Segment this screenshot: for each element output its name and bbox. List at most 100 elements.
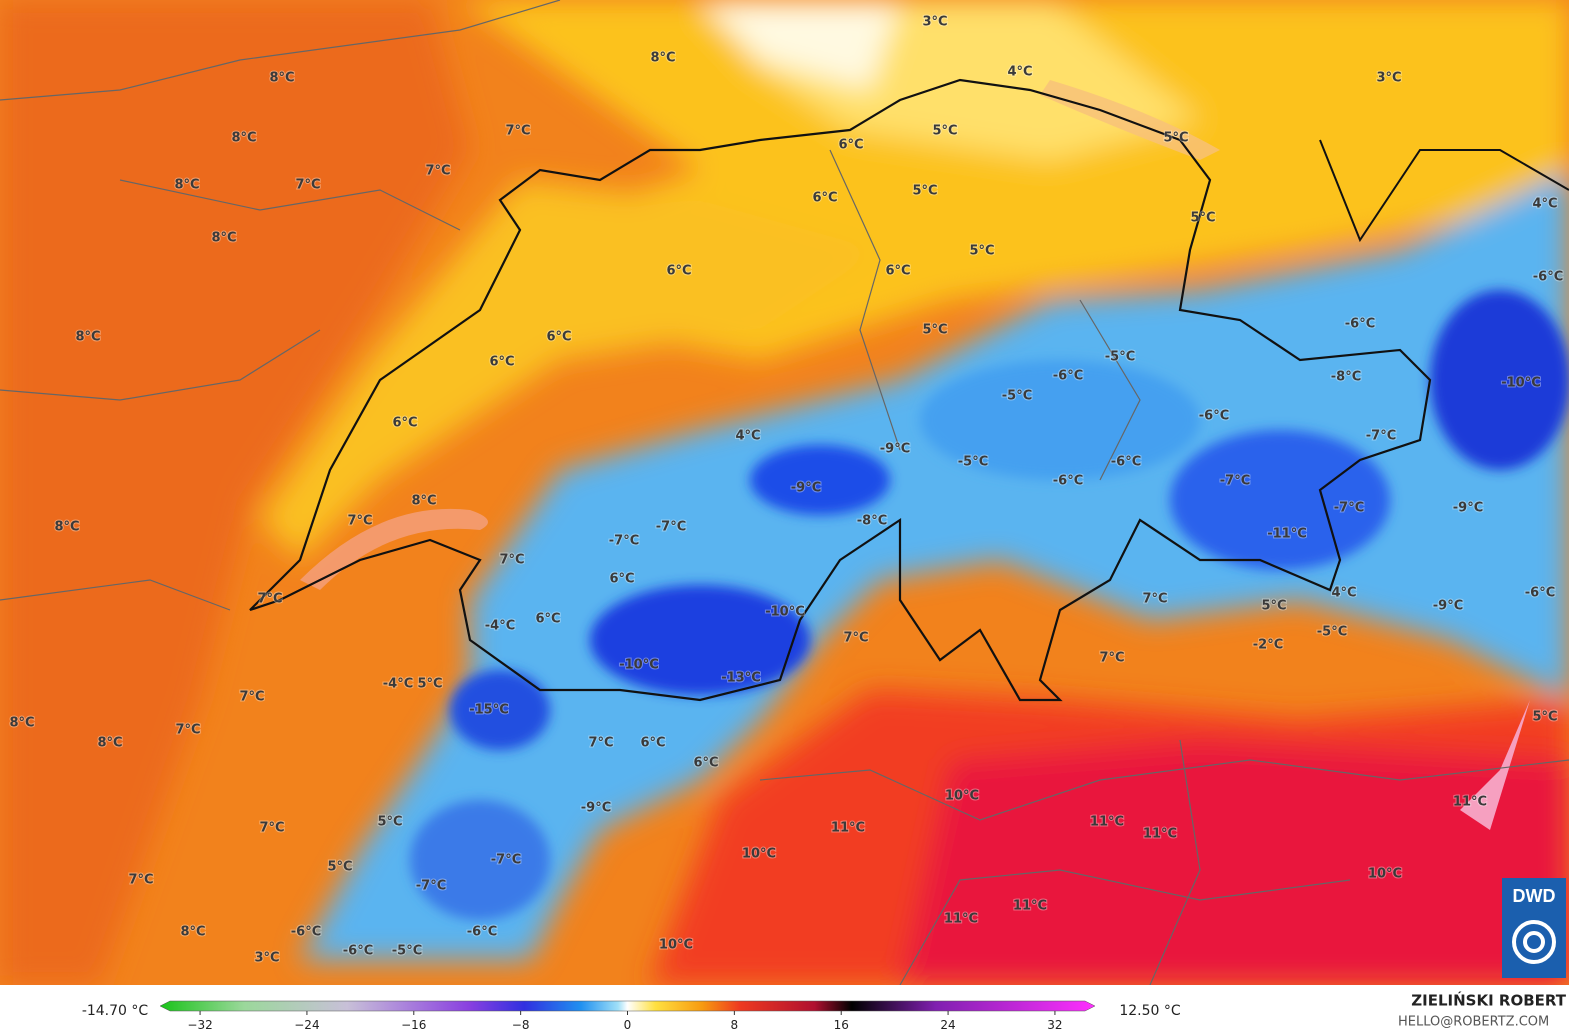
lake-constance — [1040, 80, 1220, 160]
temperature-label: 6°C — [609, 572, 634, 587]
colorbar-tick-label: 24 — [940, 1018, 955, 1032]
temperature-label: 4°C — [735, 429, 760, 444]
colorbar-tick-label: −16 — [401, 1018, 426, 1032]
temperature-label: 7°C — [425, 164, 450, 179]
temperature-label: -10°C — [619, 658, 659, 673]
legend-max: 12.50 °C — [1119, 1003, 1181, 1019]
temperature-label: 8°C — [180, 925, 205, 940]
temperature-label: -6°C — [1053, 369, 1083, 384]
temperature-label: -7°C — [609, 534, 639, 549]
lake-garda — [1460, 700, 1530, 830]
temperature-label: 8°C — [231, 131, 256, 146]
temperature-label: 11°C — [1090, 815, 1124, 830]
temperature-label: 5°C — [1190, 211, 1215, 226]
temperature-label: -6°C — [343, 944, 373, 959]
temperature-label: 3°C — [922, 15, 947, 30]
temperature-label: -5°C — [1002, 389, 1032, 404]
cold-cores — [410, 290, 1569, 920]
temperature-label: -4°C — [485, 619, 515, 634]
temperature-label: -8°C — [857, 514, 887, 529]
colorbar-tick-label: 16 — [834, 1018, 849, 1032]
colorbar-tick-label: −8 — [512, 1018, 530, 1032]
temperature-label: -7°C — [416, 879, 446, 894]
temperature-label: -7°C — [491, 853, 521, 868]
colorbar-legend: -14.70 °C 12.50 °C −32 −24 −16 −8 0 8 16 24 32 — [82, 1000, 1181, 1032]
temperature-label: 6°C — [885, 264, 910, 279]
colorbar-tick-label: −24 — [294, 1018, 319, 1032]
temperature-label: 8°C — [211, 231, 236, 246]
temperature-label: 5°C — [912, 184, 937, 199]
temperature-label: -11°C — [1267, 527, 1307, 542]
temperature-label: 11°C — [944, 912, 978, 927]
temperature-label: 7°C — [347, 514, 372, 529]
temperature-label: 4°C — [1007, 65, 1032, 80]
temperature-label: -6°C — [467, 925, 497, 940]
temperature-label: 4°C — [1331, 586, 1356, 601]
temperature-label: -5°C — [1105, 350, 1135, 365]
temperature-label: 10°C — [945, 789, 979, 804]
temperature-label: -7°C — [1366, 429, 1396, 444]
colorbar-tick-label: 8 — [731, 1018, 739, 1032]
temperature-label: -7°C — [1334, 501, 1364, 516]
temperature-label: 7°C — [588, 736, 613, 751]
temperature-label: 7°C — [843, 631, 868, 646]
temperature-label: 10°C — [1368, 867, 1402, 882]
colorbar-tick-label: 0 — [624, 1018, 632, 1032]
temperature-label: 10°C — [742, 847, 776, 862]
temperature-label: 7°C — [128, 873, 153, 888]
temperature-label: -2°C — [1253, 638, 1283, 653]
colorbar — [159, 1000, 1096, 1012]
temperature-label: 3°C — [1376, 71, 1401, 86]
temperature-label: 6°C — [838, 138, 863, 153]
temperature-label: -10°C — [765, 605, 805, 620]
temperature-label: 5°C — [1261, 599, 1286, 614]
temperature-label: 8°C — [97, 736, 122, 751]
temperature-label: 7°C — [175, 723, 200, 738]
temperature-label: -9°C — [1453, 501, 1483, 516]
temperature-label: 11°C — [831, 821, 865, 836]
austria-border — [1319, 139, 1569, 243]
temperature-label: 7°C — [1142, 592, 1167, 607]
temperature-label: 7°C — [505, 124, 530, 139]
temperature-label: -13°C — [721, 671, 761, 686]
temperature-label: 6°C — [693, 756, 718, 771]
temperature-label: -5°C — [958, 455, 988, 470]
temperature-label: -9°C — [880, 442, 910, 457]
temperature-label: -6°C — [1525, 586, 1555, 601]
temperature-label: 7°C — [239, 690, 264, 705]
temperature-label: 5°C — [922, 323, 947, 338]
temperature-label: 6°C — [640, 736, 665, 751]
temperature-label: -6°C — [1345, 317, 1375, 332]
temperature-label: 8°C — [174, 178, 199, 193]
credit-email: HELLO@ROBERTZ.COM — [1398, 1015, 1549, 1030]
regional-borders — [0, 0, 1569, 985]
temperature-label: 5°C — [932, 124, 957, 139]
temperature-field — [0, 0, 1569, 985]
temperature-label: 7°C — [1099, 651, 1124, 666]
lake-geneva — [300, 508, 488, 590]
temperature-label: 4°C — [1532, 197, 1557, 212]
temperature-label: -4°C — [383, 677, 413, 692]
temperature-label: 8°C — [75, 330, 100, 345]
temperature-label: -6°C — [1111, 455, 1141, 470]
temperature-label: -5°C — [1317, 625, 1347, 640]
temperature-label: 5°C — [1163, 131, 1188, 146]
temperature-label: 5°C — [1532, 710, 1557, 725]
temperature-label: 8°C — [54, 520, 79, 535]
temperature-label: 6°C — [489, 355, 514, 370]
temperature-label: 11°C — [1143, 827, 1177, 842]
temperature-label: -6°C — [1199, 409, 1229, 424]
temperature-label: 6°C — [392, 416, 417, 431]
legend-min: -14.70 °C — [82, 1003, 149, 1019]
colorbar-tick-label: 32 — [1047, 1018, 1062, 1032]
temperature-label: -7°C — [656, 520, 686, 535]
temperature-label: -6°C — [291, 925, 321, 940]
temperature-label: -7°C — [1220, 474, 1250, 489]
temperature-label: 7°C — [257, 592, 282, 607]
temperature-label: 5°C — [327, 860, 352, 875]
temperature-label: -5°C — [392, 944, 422, 959]
temperature-label: -9°C — [791, 481, 821, 496]
temperature-label: 10°C — [659, 938, 693, 953]
map: 8°C 8°C 8°C 7°C 8°C 7°C 7°C 8°C 8°C 3°C 4°C 3°C 5°C 6… — [0, 0, 1569, 985]
